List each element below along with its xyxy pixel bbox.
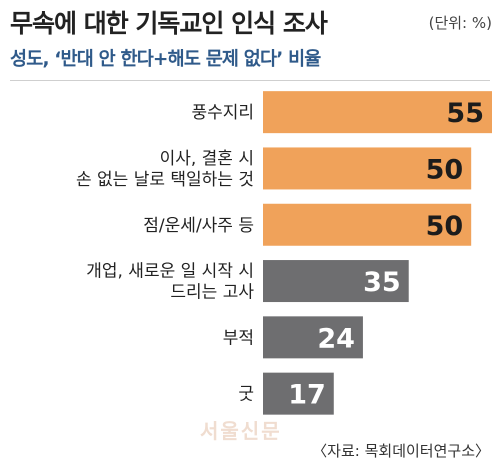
bar-0: [263, 91, 492, 134]
category-label-5: 굿: [238, 385, 254, 405]
category-label-4: 부적: [223, 328, 254, 348]
value-label-5: 17: [288, 380, 326, 411]
category-label-3-line-0: 개업, 새로운 일 시작 시: [86, 262, 254, 282]
bar-2: [263, 203, 472, 246]
header-divider: [10, 80, 490, 81]
bar-5: [263, 372, 334, 415]
bar-4: [263, 316, 363, 359]
chart-subtitle: 성도, ‘반대 안 한다+해도 문제 없다’ 비율: [10, 49, 321, 70]
chart-title: 무속에 대한 기독교인 인식 조사: [10, 9, 328, 38]
category-label-2: 점/운세/사주 등: [143, 216, 254, 236]
category-label-0: 풍수지리: [191, 103, 254, 123]
value-label-1: 50: [426, 154, 464, 185]
value-label-0: 55: [446, 98, 484, 129]
category-label-1-line-0: 이사, 결혼 시: [160, 149, 254, 169]
unit-label: (단위: %): [428, 14, 492, 32]
value-label-3: 35: [363, 267, 401, 298]
value-label-2: 50: [426, 211, 464, 242]
watermark: 서울신문: [200, 419, 282, 443]
value-label-4: 24: [317, 323, 355, 354]
source-note: 〈자료: 목회데이터연구소〉: [312, 442, 490, 460]
bar-3: [263, 260, 409, 303]
category-label-1-line-1: 손 없는 날로 택일하는 것: [76, 170, 254, 190]
category-label-3-line-1: 드리는 고사: [170, 283, 254, 303]
bar-1: [263, 147, 472, 190]
